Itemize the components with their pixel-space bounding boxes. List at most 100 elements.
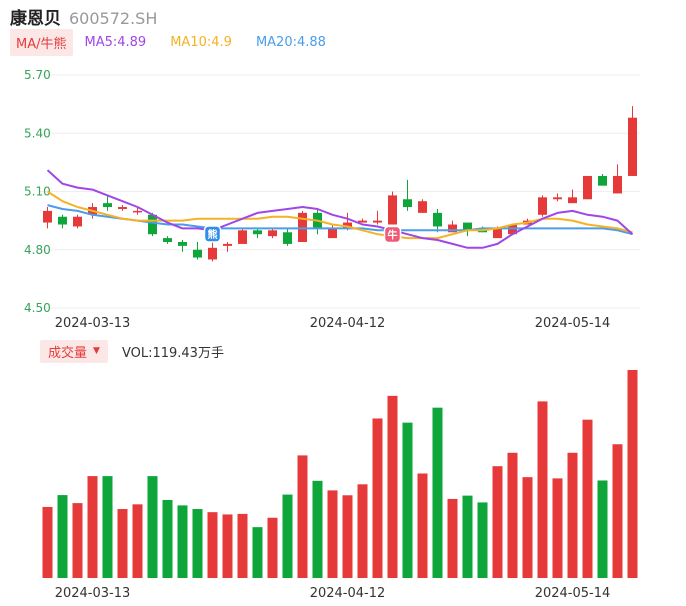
- volume-legend: 成交量 ▼ VOL:119.43万手: [40, 339, 224, 363]
- candle-body: [148, 214, 157, 235]
- volume-bar: [612, 444, 623, 578]
- volume-bar: [87, 476, 98, 578]
- volume-bar: [192, 509, 203, 578]
- volume-bar: [627, 370, 638, 578]
- candle: [238, 228, 247, 244]
- candle-body: [343, 222, 352, 229]
- volume-selector-button[interactable]: 成交量 ▼: [40, 339, 108, 363]
- volume-bar: [357, 484, 368, 578]
- candle: [538, 195, 547, 217]
- volume-bar: [327, 490, 338, 578]
- candle: [403, 179, 412, 211]
- volume-bar: [222, 514, 233, 578]
- volume-bar: [492, 466, 503, 578]
- candle: [298, 210, 307, 242]
- volume-bar: [132, 504, 143, 578]
- candle: [58, 214, 67, 229]
- candle: [193, 241, 202, 260]
- volume-bar: [507, 452, 518, 578]
- volume-bar: [252, 527, 263, 578]
- candle-body: [418, 201, 427, 213]
- volume-bar: [342, 495, 353, 578]
- volume-bar: [237, 513, 248, 578]
- candle-body: [538, 197, 547, 215]
- ma-legend: MA/牛熊 MA5:4.89 MA10:4.9 MA20:4.88: [10, 28, 326, 56]
- candle: [568, 189, 577, 204]
- candle-body: [223, 243, 232, 246]
- candle-body: [178, 241, 187, 246]
- candle-body: [283, 232, 292, 244]
- candle-body: [598, 175, 607, 186]
- caret-down-icon: ▼: [93, 346, 100, 356]
- volume-bar: [282, 494, 293, 578]
- volume-bar: [267, 517, 278, 578]
- candle-body: [568, 197, 577, 204]
- header: 康恩贝 600572.SH: [10, 4, 158, 29]
- ma5-line: [46, 169, 634, 249]
- candle-body: [403, 199, 412, 208]
- ma10-line: [46, 190, 633, 240]
- volume-bar: [537, 401, 548, 578]
- volume-x-tick-label: 2024-03-13: [55, 586, 131, 601]
- candle: [433, 208, 442, 233]
- candle-body: [208, 247, 217, 260]
- volume-bar: [477, 502, 488, 578]
- signal-marker-label: 熊: [208, 228, 218, 241]
- volume-bar: [402, 422, 413, 578]
- candle: [208, 241, 217, 262]
- volume-x-tick-label: 2024-04-12: [310, 586, 386, 601]
- candle-body: [628, 117, 637, 176]
- volume-bar: [72, 503, 83, 578]
- candle-body: [448, 224, 457, 233]
- price-chart: 5.70 5.40 5.10 4.80 4.50 2024-03-13 2024-04-12…: [24, 68, 640, 331]
- candle-body: [43, 210, 52, 223]
- volume-bar: [522, 477, 533, 578]
- candle: [103, 195, 112, 211]
- volume-bar: [597, 480, 608, 578]
- candle: [253, 228, 262, 239]
- stock-code: 600572.SH: [69, 9, 158, 28]
- volume-bar: [312, 480, 323, 578]
- candle: [73, 214, 82, 229]
- volume-bar: [552, 478, 563, 578]
- candle: [148, 212, 157, 237]
- volume-selector-label: 成交量: [48, 345, 88, 361]
- signal-marker-badge: [203, 225, 222, 243]
- volume-bar: [447, 498, 458, 578]
- signal-marker: 牛: [383, 225, 402, 244]
- ma-toggle-button[interactable]: MA/牛熊: [10, 28, 73, 56]
- volume-bar: [387, 395, 398, 578]
- candle-body: [328, 228, 337, 239]
- candle-body: [583, 175, 592, 200]
- candle-body: [193, 249, 202, 258]
- volume-bar: [207, 512, 218, 578]
- candle-body: [463, 222, 472, 231]
- candle: [283, 228, 292, 246]
- volume-bar: [177, 505, 188, 578]
- candle: [583, 175, 592, 200]
- candle: [358, 218, 367, 223]
- volume-bar: [162, 499, 173, 578]
- candle-body: [493, 228, 502, 239]
- candle-body: [238, 230, 247, 244]
- volume-bar: [57, 495, 68, 578]
- volume-bar: [432, 407, 443, 578]
- candle-body: [163, 238, 172, 242]
- candle-body: [58, 216, 67, 225]
- volume-bar: [117, 509, 128, 578]
- candle: [388, 191, 397, 225]
- y-tick-label: 4.80: [24, 243, 51, 257]
- candle-body: [553, 197, 562, 200]
- candle-body: [73, 216, 82, 227]
- volume-bar: [297, 455, 308, 578]
- signal-marker-badge: [383, 225, 402, 244]
- x-tick-label: 2024-05-14: [535, 316, 611, 331]
- y-tick-label: 5.40: [24, 126, 51, 140]
- ma5-legend: MA5:4.89: [84, 34, 147, 50]
- candle: [133, 207, 142, 215]
- y-tick-label: 5.10: [24, 185, 51, 199]
- volume-bar: [372, 418, 383, 578]
- candle-body: [478, 230, 487, 233]
- ma20-legend: MA20:4.88: [255, 34, 326, 50]
- candle-body: [118, 207, 127, 209]
